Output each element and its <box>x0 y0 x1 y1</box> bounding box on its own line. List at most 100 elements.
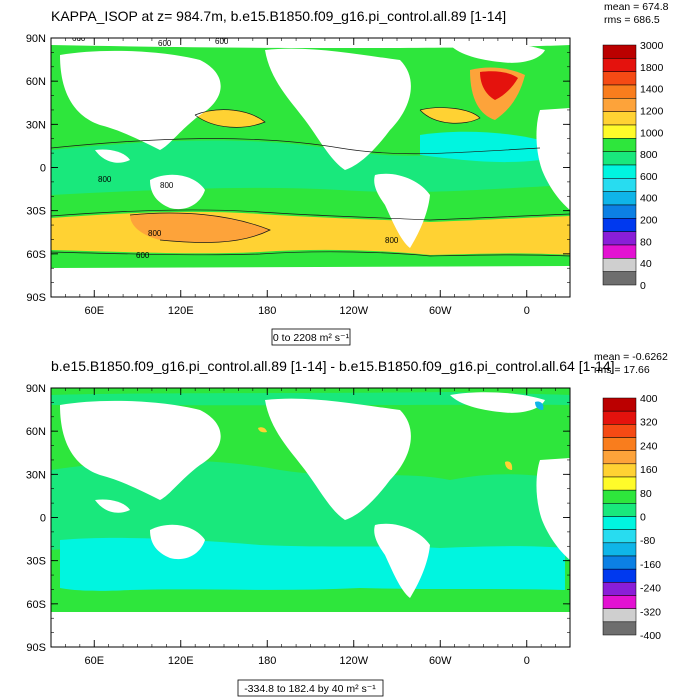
contour-line <box>129 212 271 243</box>
x-tick-label: 180 <box>258 305 276 317</box>
panel-1-rms: rms = 686.5 <box>604 14 660 26</box>
arctic-margin <box>51 392 570 406</box>
colorbar-label: 1000 <box>640 127 664 139</box>
y-tick-label: 0 <box>40 513 46 525</box>
contour-line <box>419 107 481 124</box>
colorbar-label: 800 <box>640 149 658 161</box>
north-america <box>265 398 411 520</box>
panel-2: b.e15.B1850.f09_g16.pi_control.all.89 [1… <box>26 351 668 697</box>
y-tick-label: 30N <box>26 119 46 131</box>
contour-line <box>51 251 570 257</box>
colorbar-swatch <box>602 595 637 609</box>
colorbar-swatch <box>602 218 637 232</box>
colorbar-swatch <box>602 271 637 286</box>
colorbar-swatch <box>602 476 637 491</box>
contour-label: 800 <box>148 229 162 238</box>
panel-1-range-box <box>271 328 351 346</box>
colorbar-label: 200 <box>640 215 658 227</box>
y-tick-label: 30N <box>26 469 46 481</box>
atlantic-cyan <box>420 131 540 163</box>
colorbar-swatch <box>602 516 637 530</box>
australia <box>150 174 205 210</box>
contour-line <box>51 209 570 221</box>
colorbar-label: 40 <box>640 258 652 270</box>
contour-label: 800 <box>98 175 112 184</box>
contour-label: 800 <box>385 236 399 245</box>
europe-greenland <box>450 42 545 63</box>
panel-2-title: b.e15.B1850.f09_g16.pi_control.all.89 [1… <box>51 358 615 374</box>
asia <box>60 400 221 500</box>
panel-2-axes: 60E 120E 180 120W 60W 0 90N 60N 30N 0 30S 60S 90S <box>26 383 571 667</box>
y-tick-label: 90S <box>26 292 46 304</box>
north-atlantic-peak <box>480 71 518 100</box>
southern-band-orange <box>130 212 270 243</box>
colorbar-swatch <box>602 437 637 451</box>
y-tick-label: 60S <box>26 249 46 261</box>
colorbar-swatch <box>602 621 637 636</box>
antarctica <box>51 266 570 297</box>
indonesia <box>95 149 130 163</box>
colorbar-swatch <box>602 397 637 412</box>
contour-label: 600 <box>72 34 86 43</box>
colorbar-swatch <box>602 151 637 166</box>
colorbar-swatch <box>602 71 637 86</box>
x-tick-label: 60E <box>84 655 104 667</box>
europe-greenland <box>450 392 545 413</box>
colorbar-label: 1400 <box>640 84 664 96</box>
contour-label: 800 <box>160 181 174 190</box>
panel-1-axes: 60E 120E 180 120W 60W 0 90N 60N 30N 0 30S 60S 90S <box>26 33 571 317</box>
colorbar-swatch <box>602 44 637 59</box>
panel-2-mean: mean = -0.6262 <box>594 351 668 363</box>
colorbar-swatch <box>602 450 637 465</box>
colorbar-label: -160 <box>640 559 661 571</box>
colorbar-swatch <box>602 555 637 570</box>
colorbar-label: 0 <box>640 280 646 292</box>
indonesia <box>95 499 130 513</box>
colorbar-swatch <box>602 164 637 179</box>
colorbar-label: 240 <box>640 440 658 452</box>
colorbar-swatch <box>602 608 637 623</box>
x-tick-label: 180 <box>258 655 276 667</box>
colorbar-label: 1800 <box>640 62 664 74</box>
contour-label: 600 <box>136 251 150 260</box>
southern-band-green <box>51 254 570 268</box>
colorbar-swatch <box>602 258 637 272</box>
asia <box>60 50 221 150</box>
colorbar-swatch <box>602 568 637 583</box>
north-atlantic-yellow <box>420 107 480 124</box>
colorbar-label: 1200 <box>640 105 664 117</box>
panel-1-map: 600 600 600 800 800 800 800 600 <box>51 34 570 297</box>
colorbar-swatch <box>602 98 637 112</box>
contour-label: 600 <box>215 37 229 46</box>
colorbar-swatch <box>602 244 637 259</box>
y-tick-label: 30S <box>26 556 46 568</box>
south-america <box>374 523 430 598</box>
y-tick-label: 60N <box>26 426 46 438</box>
panel-2-range-box <box>237 679 384 697</box>
colorbar-label: -80 <box>640 535 655 547</box>
colorbar-swatch <box>602 124 637 139</box>
colorbar-swatch <box>602 542 637 557</box>
south-america <box>374 173 430 248</box>
x-tick-label: 0 <box>524 305 530 317</box>
colorbar-swatch <box>602 58 637 72</box>
panel-1-range-label: 0 to 2208 m² s⁻¹ <box>273 332 350 344</box>
colorbar-label: -240 <box>640 583 661 595</box>
y-tick-label: 60N <box>26 76 46 88</box>
colorbar-label: 160 <box>640 464 658 476</box>
north-america <box>265 48 411 171</box>
y-tick-label: 60S <box>26 599 46 611</box>
colorbar-swatch <box>602 410 637 425</box>
x-tick-label: 120E <box>168 305 194 317</box>
yellow-spot <box>505 461 513 470</box>
colorbar-label: 80 <box>640 236 652 248</box>
colorbar-label: 400 <box>640 393 658 405</box>
panel-2-rms: rms = 17.66 <box>594 364 650 376</box>
north-pacific-yellow <box>195 109 265 128</box>
colorbar-swatch <box>602 84 637 99</box>
colorbar-swatch <box>602 424 637 438</box>
colorbar-label: 320 <box>640 417 658 429</box>
colorbar-label: 80 <box>640 488 652 500</box>
